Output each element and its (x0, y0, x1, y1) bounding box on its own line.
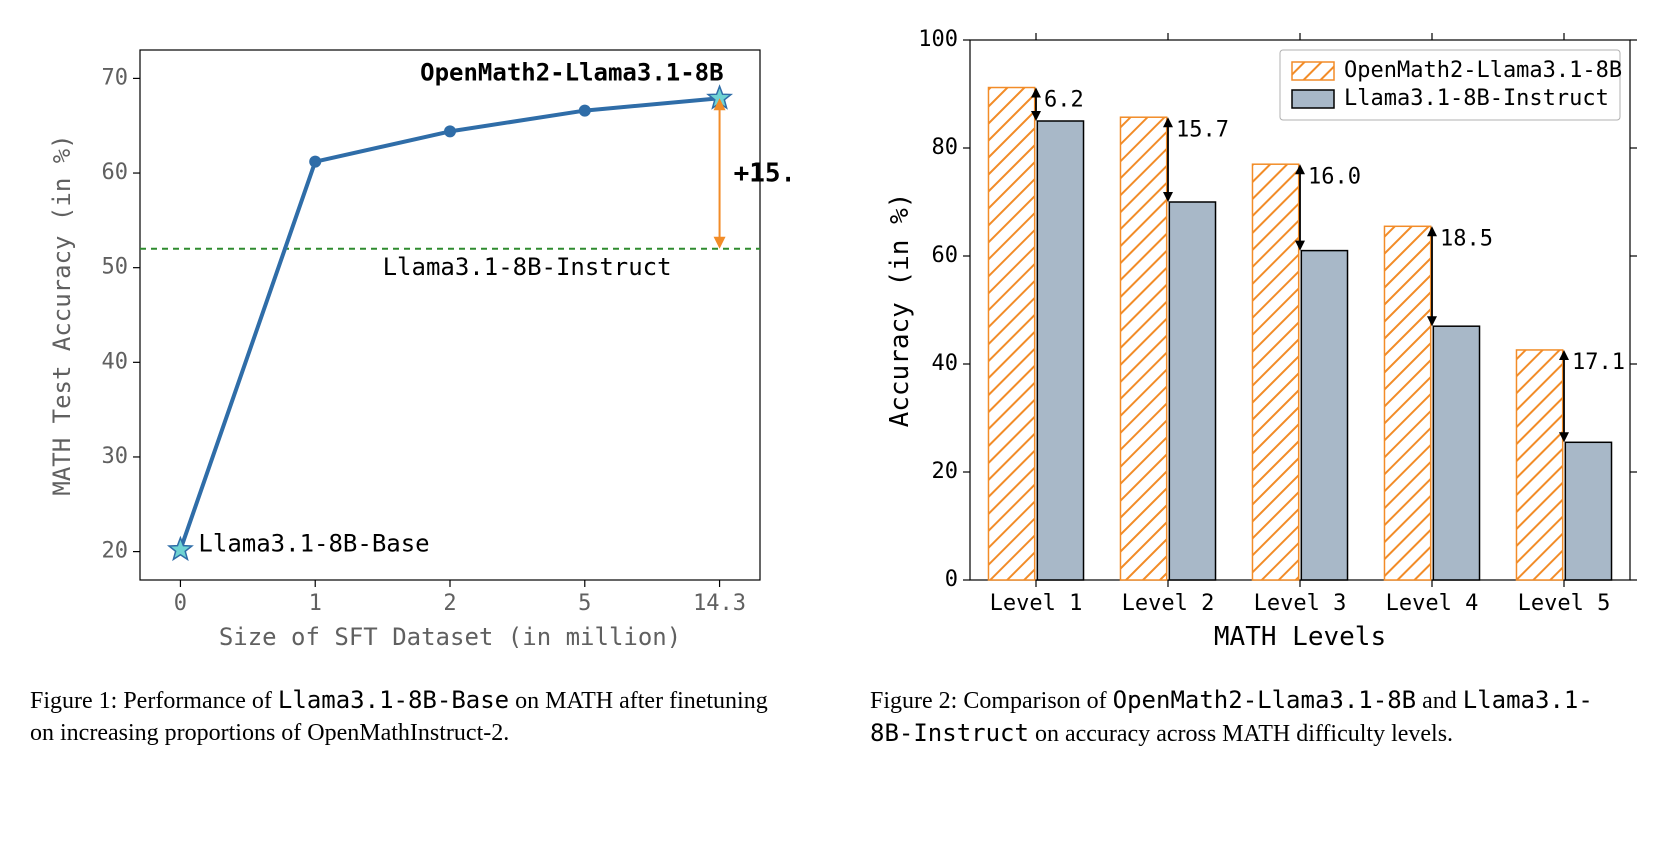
svg-text:2: 2 (443, 591, 456, 616)
svg-text:60: 60 (102, 160, 129, 185)
svg-text:15.7: 15.7 (1176, 117, 1229, 142)
svg-text:40: 40 (102, 349, 129, 374)
figure1-chart: 20 30 40 50 60 70 0 1 2 5 14.3 Size of SFT Dataset … (30, 20, 790, 670)
svg-text:Llama3.1-8B-Instruct: Llama3.1-8B-Instruct (1344, 86, 1609, 111)
svg-text:6.2: 6.2 (1044, 88, 1084, 113)
svg-text:MATH Test Accuracy (in %): MATH Test Accuracy (in %) (48, 134, 76, 495)
svg-text:OpenMath2-Llama3.1-8B: OpenMath2-Llama3.1-8B (1344, 58, 1622, 83)
svg-text:60: 60 (932, 243, 959, 268)
svg-text:Level 5: Level 5 (1518, 591, 1611, 616)
svg-text:20: 20 (932, 459, 959, 484)
svg-text:50: 50 (102, 255, 129, 280)
figure1-caption-prefix: Figure 1: Performance of (30, 688, 278, 714)
svg-text:16.0: 16.0 (1308, 164, 1361, 189)
svg-text:5: 5 (578, 591, 591, 616)
figure2-caption-mid2: on accuracy across MATH difficulty level… (1029, 721, 1453, 747)
figure2-caption-prefix: Figure 2: Comparison of (870, 688, 1113, 714)
svg-text:14.3: 14.3 (693, 591, 746, 616)
figure2-chart: 0 20 40 60 80 100 Level 1 Level 2 Level 3 Level 4… (870, 20, 1650, 670)
svg-text:30: 30 (102, 444, 129, 469)
svg-text:80: 80 (932, 135, 959, 160)
svg-text:Llama3.1-8B-Instruct: Llama3.1-8B-Instruct (383, 253, 672, 281)
svg-text:Level 3: Level 3 (1254, 591, 1347, 616)
svg-text:100: 100 (918, 27, 958, 52)
figure-row: 20 30 40 50 60 70 0 1 2 5 14.3 Size of SFT Dataset … (30, 20, 1640, 751)
svg-text:OpenMath2-Llama3.1-8B: OpenMath2-Llama3.1-8B (420, 58, 723, 86)
svg-text:70: 70 (102, 65, 129, 90)
svg-text:0: 0 (174, 591, 187, 616)
figure2-caption-mid1: and (1416, 688, 1463, 714)
svg-text:+15.9: +15.9 (734, 159, 790, 189)
svg-text:20: 20 (102, 539, 129, 564)
figure1-caption-code1: Llama3.1-8B-Base (278, 686, 509, 714)
svg-text:Size of SFT Dataset (in millio: Size of SFT Dataset (in million) (219, 623, 681, 651)
svg-text:Level 2: Level 2 (1122, 591, 1215, 616)
svg-text:Llama3.1-8B-Base: Llama3.1-8B-Base (198, 530, 429, 558)
figure2-caption: Figure 2: Comparison of OpenMath2-Llama3… (870, 684, 1610, 751)
figure2-caption-code1: OpenMath2-Llama3.1-8B (1113, 686, 1416, 714)
svg-text:18.5: 18.5 (1440, 227, 1493, 252)
figure2-panel: 0 20 40 60 80 100 Level 1 Level 2 Level 3 Level 4… (870, 20, 1650, 751)
svg-text:0: 0 (945, 567, 958, 592)
svg-text:1: 1 (309, 591, 322, 616)
svg-text:17.1: 17.1 (1572, 350, 1625, 375)
figure1-caption: Figure 1: Performance of Llama3.1-8B-Bas… (30, 684, 770, 750)
figure1-panel: 20 30 40 50 60 70 0 1 2 5 14.3 Size of SFT Dataset … (30, 20, 790, 750)
svg-text:Level 1: Level 1 (990, 591, 1083, 616)
svg-text:40: 40 (932, 351, 959, 376)
svg-text:Accuracy (in %): Accuracy (in %) (885, 193, 915, 428)
svg-text:Level 4: Level 4 (1386, 591, 1479, 616)
svg-text:MATH Levels: MATH Levels (1214, 622, 1386, 652)
